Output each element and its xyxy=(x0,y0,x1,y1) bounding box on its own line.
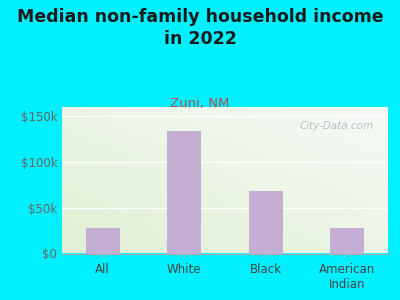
Bar xyxy=(330,228,364,253)
Bar xyxy=(86,228,120,253)
Text: Zuni, NM: Zuni, NM xyxy=(170,98,230,110)
Text: Median non-family household income
in 2022: Median non-family household income in 20… xyxy=(17,8,383,48)
Bar xyxy=(167,131,201,254)
Bar xyxy=(249,191,283,254)
Text: City-Data.com: City-Data.com xyxy=(300,121,374,130)
